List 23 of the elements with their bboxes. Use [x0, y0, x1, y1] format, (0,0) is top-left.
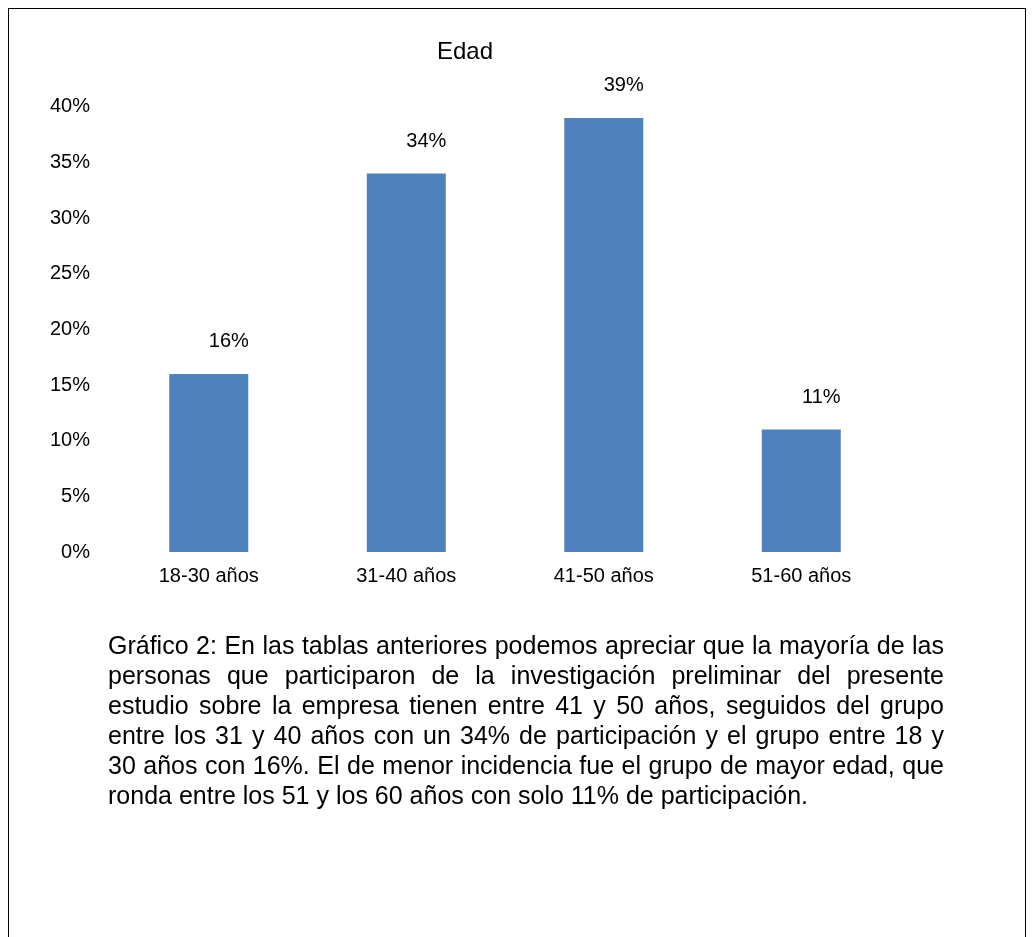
x-tick-label: 31-40 años: [356, 563, 457, 586]
data-label: 16%: [208, 329, 250, 352]
y-tick-label: 10%: [50, 428, 91, 451]
data-label: 11%: [801, 385, 841, 408]
x-tick-label: 41-50 años: [553, 563, 654, 586]
y-tick-label: 35%: [50, 149, 91, 172]
y-tick-label: 25%: [50, 261, 91, 284]
y-tick-label: 30%: [50, 205, 91, 228]
y-tick-label: 15%: [50, 372, 91, 395]
x-tick-label: 51-60 años: [751, 563, 852, 586]
bar: [366, 173, 446, 552]
data-label: 39%: [603, 73, 644, 96]
x-tick-label: 18-30 años: [158, 563, 259, 586]
bar: [564, 117, 644, 552]
chart-title: Edad: [436, 37, 494, 65]
y-tick-label: 5%: [61, 483, 91, 506]
y-tick-label: 0%: [61, 539, 91, 562]
data-label: 34%: [406, 129, 447, 152]
bar: [169, 373, 249, 552]
bar: [761, 429, 841, 552]
text: Gráfico 2: En las tablas anteriores podemos apreciar que la mayoría de las personas que participaron de la investigación preliminar del presente estudio sobre la empresa tienen entre 41 y 50 años, seguidos del grupo entre los 31 y 40 años con un 34% de participación y el grupo entre 18 y 30 años con 16%. El de menor incidencia fue el grupo de mayor edad, que ronda entre los 51 y los 60 años con solo 11% de participación.: [108, 630, 944, 810]
y-tick-label: 40%: [50, 94, 91, 117]
y-tick-label: 20%: [50, 316, 91, 339]
